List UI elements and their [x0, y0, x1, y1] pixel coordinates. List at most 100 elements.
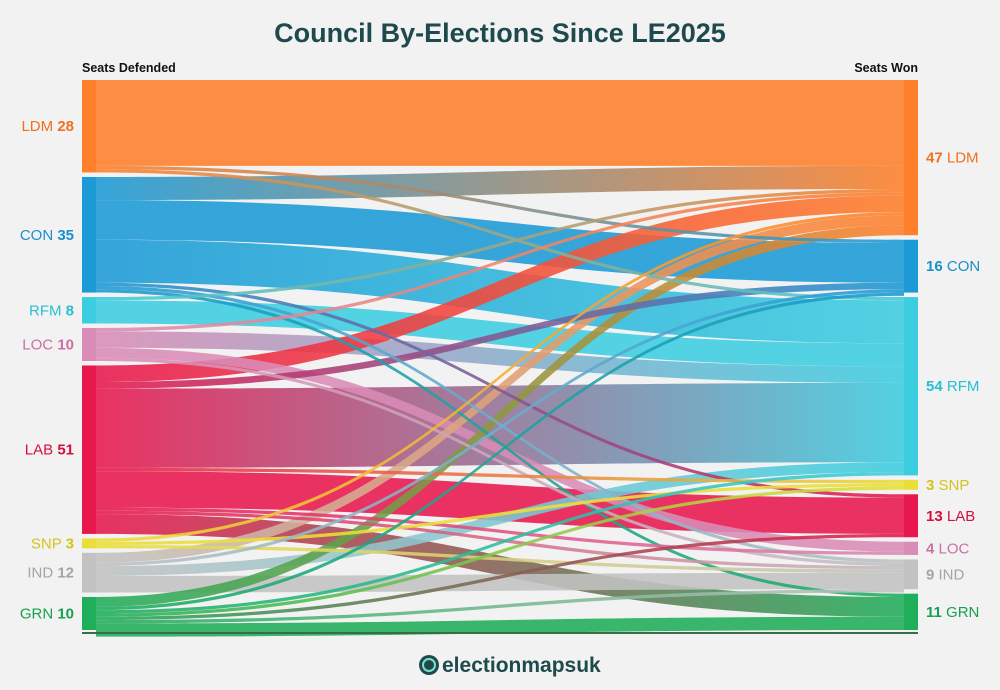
seat-count: 47: [926, 150, 947, 167]
seat-count: 13: [926, 508, 947, 525]
party-name: LAB: [947, 508, 975, 525]
defended-node-rfm: [82, 297, 96, 324]
defended-node-loc: [82, 327, 96, 362]
party-nodes: [82, 80, 918, 630]
defended-label-ind: IND 12: [27, 565, 74, 582]
won-node-snp: [904, 479, 918, 490]
flow-snp-to-ind: [96, 545, 904, 573]
flow-loc-to-rfm: [96, 331, 904, 383]
flow-links: [96, 80, 904, 637]
chart-title: Council By-Elections Since LE2025: [274, 18, 726, 48]
seat-count: 11: [926, 604, 946, 621]
party-name: IND: [939, 566, 965, 583]
flow-snp-to-ldm: [96, 212, 904, 542]
party-name: CON: [947, 258, 980, 275]
won-node-lab: [904, 494, 918, 538]
flow-ind-to-rfm: [96, 462, 904, 576]
party-name: CON: [20, 227, 58, 244]
defended-label-rfm: RFM 8: [29, 302, 74, 319]
flow-lab-to-loc: [96, 507, 904, 555]
won-node-grn: [904, 593, 918, 630]
seat-count: 12: [57, 565, 74, 582]
won-label-rfm: 54 RFM: [926, 378, 979, 395]
won-label-con: 16 CON: [926, 258, 980, 275]
flow-grn-to-ldm: [96, 225, 904, 607]
flow-lab-to-snp: [96, 467, 904, 484]
defended-label-ldm: LDM 28: [21, 118, 74, 135]
party-name: IND: [27, 565, 57, 582]
party-name: LDM: [21, 118, 57, 135]
defended-label-con: CON 35: [20, 227, 74, 244]
seat-count: 3: [66, 535, 74, 552]
won-label-loc: 4 LOC: [926, 540, 970, 557]
party-labels: LDM 28 CON 35 RFM 8 LOC 10 LAB 51 SNP 3 IND 12…: [20, 118, 980, 622]
flow-rfm-to-ldm: [96, 188, 904, 301]
won-node-ldm: [904, 80, 918, 236]
won-node-ind: [904, 559, 918, 590]
seat-count: 16: [926, 258, 947, 275]
flow-grn-to-ind: [96, 589, 904, 624]
won-node-con: [904, 239, 918, 293]
won-label-ldm: 47 LDM: [926, 150, 979, 167]
seat-count: 35: [57, 227, 74, 244]
flow-lab-to-lab: [96, 471, 904, 534]
won-label-ind: 9 IND: [926, 566, 965, 583]
left-column-header: Seats Defended: [82, 61, 176, 75]
defended-node-lab: [82, 365, 96, 534]
seat-count: 8: [66, 302, 74, 319]
flow-grn-to-snp: [96, 486, 904, 617]
flow-con-to-lab: [96, 282, 904, 498]
flow-con-to-con: [96, 200, 904, 283]
seat-count: 3: [926, 477, 939, 494]
defended-label-loc: LOC 10: [22, 336, 74, 353]
flow-grn-to-lab: [96, 533, 904, 621]
won-node-rfm: [904, 297, 918, 476]
brand-globe-ring: [422, 658, 436, 672]
won-label-grn: 11 GRN: [926, 604, 979, 621]
defended-label-grn: GRN 10: [20, 605, 74, 622]
flow-con-to-grn: [96, 289, 904, 597]
defended-label-lab: LAB 51: [25, 442, 74, 459]
brand-globe-icon: [419, 655, 439, 675]
party-name: LOC: [939, 540, 970, 557]
flow-grn-to-con: [96, 292, 904, 611]
flow-grn-to-grn: [96, 616, 904, 637]
party-name: GRN: [20, 605, 58, 622]
flow-lab-to-ind: [96, 510, 904, 570]
flow-ind-to-con: [96, 289, 904, 567]
seat-count: 54: [926, 378, 947, 395]
won-label-lab: 13 LAB: [926, 508, 975, 525]
party-name: RFM: [29, 302, 66, 319]
seat-count: 28: [57, 118, 74, 135]
flow-ldm-to-ldm: [96, 80, 904, 166]
defended-node-grn: [82, 596, 96, 630]
won-label-snp: 3 SNP: [926, 477, 969, 494]
won-node-loc: [904, 541, 918, 555]
party-name: RFM: [947, 378, 980, 395]
seat-count: 10: [57, 605, 74, 622]
flow-con-to-ldm: [96, 165, 904, 201]
seat-count: 9: [926, 566, 939, 583]
flow-loc-to-ldm: [96, 192, 904, 332]
flow-lab-to-con: [96, 282, 904, 389]
party-name: SNP: [939, 477, 970, 494]
flow-ldm-to-con: [96, 165, 904, 244]
defended-node-con: [82, 176, 96, 293]
party-name: GRN: [946, 604, 979, 621]
flow-grn-to-rfm: [96, 472, 904, 614]
flow-lab-to-ldm: [96, 195, 904, 383]
party-name: LOC: [22, 336, 57, 353]
flow-con-to-ind: [96, 285, 904, 563]
flow-lab-to-grn: [96, 514, 904, 617]
brand-name: electionmapsuk: [442, 654, 601, 677]
right-column-header: Seats Won: [854, 61, 918, 75]
flow-loc-to-ind: [96, 357, 904, 567]
party-name: SNP: [31, 535, 66, 552]
seat-count: 4: [926, 540, 939, 557]
defended-node-snp: [82, 538, 96, 549]
seat-count: 10: [57, 336, 74, 353]
seat-count: 51: [57, 442, 74, 459]
flow-snp-to-snp: [96, 483, 904, 546]
brand-logo: electionmapsuk: [419, 654, 601, 677]
